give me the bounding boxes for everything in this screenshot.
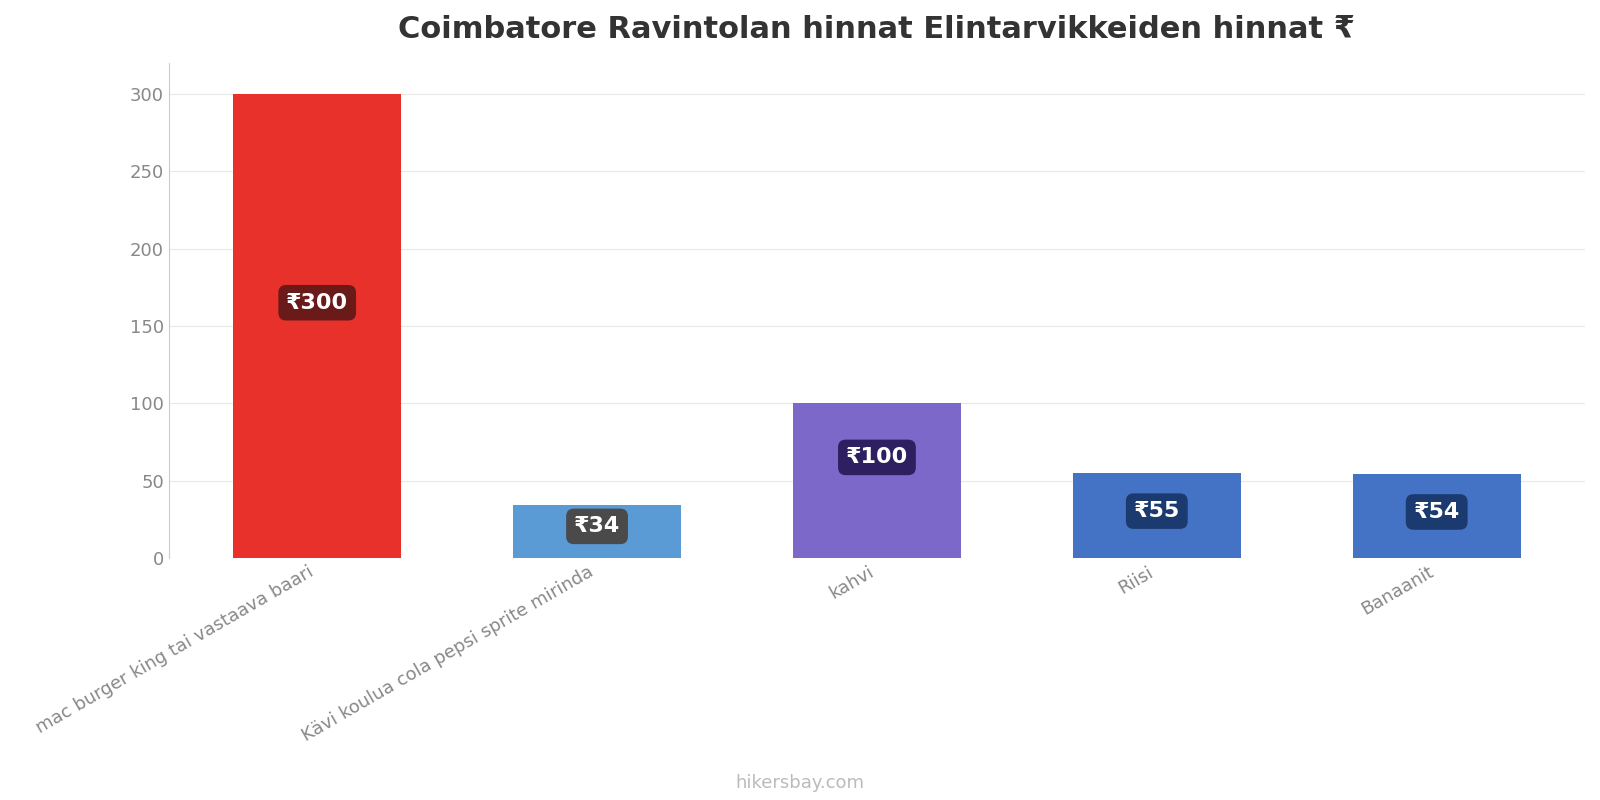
Text: ₹300: ₹300	[286, 293, 349, 313]
Text: ₹34: ₹34	[574, 516, 621, 536]
Text: ₹100: ₹100	[846, 447, 909, 467]
Text: ₹55: ₹55	[1134, 501, 1179, 521]
Title: Coimbatore Ravintolan hinnat Elintarvikkeiden hinnat ₹: Coimbatore Ravintolan hinnat Elintarvikk…	[398, 15, 1355, 44]
Bar	[234, 94, 402, 558]
Bar	[514, 506, 682, 558]
Bar	[794, 403, 962, 558]
Text: ₹54: ₹54	[1413, 502, 1459, 522]
Bar	[1352, 474, 1520, 558]
Bar	[1074, 473, 1240, 558]
Text: hikersbay.com: hikersbay.com	[736, 774, 864, 792]
